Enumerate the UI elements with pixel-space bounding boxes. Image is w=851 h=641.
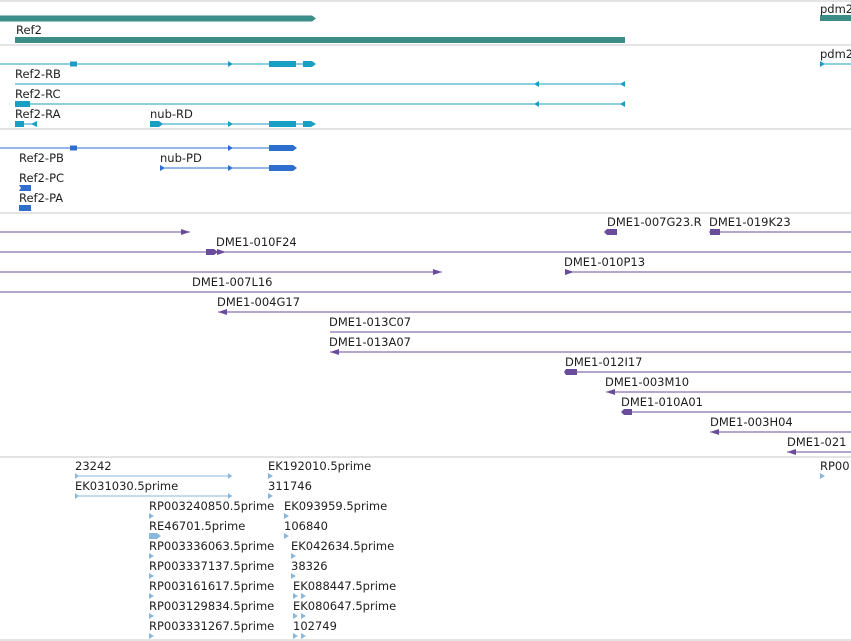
est-feature[interactable] bbox=[293, 613, 306, 619]
gene-track bbox=[0, 15, 851, 43]
clone-label[interactable]: DME1-013A07 bbox=[329, 335, 411, 349]
est-label[interactable]: EK192010.5prime bbox=[268, 459, 372, 473]
est-feature[interactable] bbox=[149, 633, 154, 639]
clone-feature[interactable] bbox=[709, 229, 851, 235]
est-label[interactable]: EK042634.5prime bbox=[291, 539, 395, 553]
transcript-label[interactable]: pdm2 bbox=[820, 47, 851, 61]
gene-label[interactable]: Ref2 bbox=[16, 23, 42, 37]
clone-label[interactable]: DME1-003H04 bbox=[710, 415, 793, 429]
clone-feature[interactable] bbox=[0, 229, 190, 235]
protein-feature[interactable] bbox=[19, 205, 31, 211]
clone-label[interactable]: DME1-019K23 bbox=[709, 215, 791, 229]
clone-label[interactable]: DME1-010A01 bbox=[621, 395, 703, 409]
gene-feature[interactable] bbox=[820, 15, 851, 21]
est-label[interactable]: RP003331267.5prime bbox=[149, 619, 275, 633]
clone-feature[interactable] bbox=[606, 389, 851, 395]
est-label[interactable]: 106840 bbox=[284, 519, 328, 533]
transcript-label[interactable]: Ref2-RC bbox=[15, 87, 61, 101]
est-feature[interactable] bbox=[149, 573, 154, 579]
protein-feature[interactable] bbox=[19, 185, 31, 191]
est-feature[interactable] bbox=[293, 633, 306, 639]
gene-feature[interactable] bbox=[15, 37, 625, 43]
est-label[interactable]: EK031030.5prime bbox=[75, 479, 179, 493]
clone-track bbox=[0, 229, 851, 455]
clone-label[interactable]: DME1-013C07 bbox=[329, 315, 412, 329]
gene-label[interactable]: pdm2 bbox=[820, 2, 851, 16]
transcript-feature[interactable] bbox=[150, 121, 316, 127]
clone-label[interactable]: DME1-004G17 bbox=[217, 295, 301, 309]
clone-label[interactable]: DME1-010F24 bbox=[216, 235, 297, 249]
transcript-feature[interactable] bbox=[0, 61, 316, 67]
est-feature[interactable] bbox=[149, 533, 161, 539]
est-label[interactable]: 102749 bbox=[293, 619, 337, 633]
est-feature[interactable] bbox=[284, 533, 289, 539]
est-feature[interactable] bbox=[293, 593, 306, 599]
est-label[interactable]: RP003240850.5prime bbox=[149, 499, 275, 513]
clone-feature[interactable] bbox=[565, 269, 851, 275]
clone-label[interactable]: DME1-010P13 bbox=[564, 255, 646, 269]
est-feature[interactable] bbox=[268, 493, 273, 499]
clone-label[interactable]: DME1-007L16 bbox=[192, 275, 273, 289]
est-feature[interactable] bbox=[75, 493, 232, 499]
est-label[interactable]: RP003336063.5prime bbox=[149, 539, 275, 553]
est-track bbox=[75, 473, 825, 639]
est-feature[interactable] bbox=[820, 473, 825, 479]
clone-label[interactable]: DME1-012I17 bbox=[565, 355, 643, 369]
est-label[interactable]: 23242 bbox=[75, 459, 112, 473]
protein-label[interactable]: Ref2-PC bbox=[19, 171, 65, 185]
transcript-label[interactable]: Ref2-RB bbox=[15, 67, 61, 81]
est-feature[interactable] bbox=[149, 513, 154, 519]
est-feature[interactable] bbox=[291, 573, 296, 579]
est-label[interactable]: EK093959.5prime bbox=[284, 499, 388, 513]
est-label[interactable]: RP003129834.5prime bbox=[149, 599, 275, 613]
clone-feature[interactable] bbox=[0, 269, 442, 275]
est-label[interactable]: RP003161617.5prime bbox=[149, 579, 275, 593]
transcript-feature[interactable] bbox=[820, 61, 851, 67]
est-feature[interactable] bbox=[149, 593, 154, 599]
protein-label[interactable]: Ref2-PB bbox=[19, 151, 64, 165]
clone-feature[interactable] bbox=[710, 429, 851, 435]
clone-label[interactable]: DME1-007G23.R bbox=[607, 215, 702, 229]
est-label[interactable]: 311746 bbox=[268, 479, 312, 493]
est-label[interactable]: RP003337137.5prime bbox=[149, 559, 275, 573]
est-feature[interactable] bbox=[149, 553, 154, 559]
clone-feature[interactable] bbox=[621, 409, 851, 415]
clone-feature[interactable] bbox=[787, 449, 851, 455]
est-feature[interactable] bbox=[284, 513, 289, 519]
est-label[interactable]: 38326 bbox=[291, 559, 328, 573]
protein-track bbox=[0, 145, 297, 211]
est-feature[interactable] bbox=[75, 473, 232, 479]
protein-feature[interactable] bbox=[0, 145, 297, 151]
protein-label[interactable]: nub-PD bbox=[160, 151, 202, 165]
est-label[interactable]: EK088447.5prime bbox=[293, 579, 397, 593]
est-feature[interactable] bbox=[149, 613, 154, 619]
clone-feature[interactable] bbox=[218, 309, 851, 315]
protein-label[interactable]: Ref2-PA bbox=[19, 191, 64, 205]
transcript-label[interactable]: nub-RD bbox=[150, 107, 193, 121]
transcript-feature[interactable] bbox=[15, 101, 625, 107]
protein-feature[interactable] bbox=[160, 165, 297, 171]
clone-feature[interactable] bbox=[0, 249, 851, 255]
est-feature[interactable] bbox=[268, 473, 273, 479]
clone-feature[interactable] bbox=[604, 229, 617, 235]
transcript-label[interactable]: Ref2-RA bbox=[15, 107, 61, 121]
clone-label[interactable]: DME1-021 bbox=[787, 435, 847, 449]
gene-feature[interactable] bbox=[0, 15, 316, 22]
est-label[interactable]: RP00 bbox=[820, 459, 850, 473]
transcript-feature[interactable] bbox=[15, 81, 625, 87]
clone-feature[interactable] bbox=[564, 369, 851, 375]
est-label[interactable]: EK080647.5prime bbox=[293, 599, 397, 613]
est-label[interactable]: RE46701.5prime bbox=[149, 519, 246, 533]
transcript-track bbox=[0, 61, 851, 127]
est-feature[interactable] bbox=[291, 553, 296, 559]
clone-label[interactable]: DME1-003M10 bbox=[605, 375, 690, 389]
clone-feature[interactable] bbox=[330, 349, 851, 355]
transcript-feature[interactable] bbox=[15, 121, 37, 127]
